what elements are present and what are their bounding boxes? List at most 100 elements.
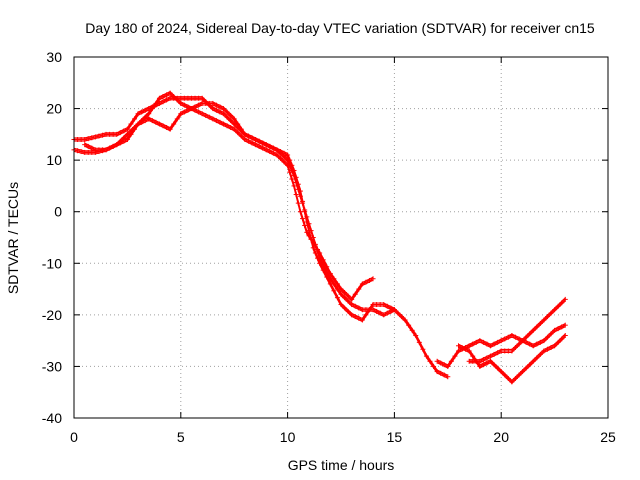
series-track-line [73,109,374,302]
series-track-line [84,92,395,321]
data-point-marker [242,131,248,137]
data-point-marker [342,295,348,301]
data-point-marker [85,143,91,149]
data-point-marker [185,104,191,110]
data-point-marker [413,332,419,338]
data-point-marker [409,327,415,333]
data-point-marker [342,290,348,296]
data-point-marker [555,339,561,345]
data-point-marker [231,126,237,132]
data-point-marker [78,149,84,155]
data-point-marker [548,310,554,316]
data-point-marker [304,219,310,225]
series-sat-track-c [82,90,397,323]
data-point-marker [277,149,283,155]
data-point-marker [559,300,565,306]
data-point-marker [103,147,109,153]
data-point-marker [559,324,565,330]
data-point-marker [270,145,276,151]
data-point-marker [523,334,529,340]
data-point-marker [167,126,173,132]
data-point-marker [448,358,454,364]
data-point-marker [153,100,159,106]
data-point-marker [315,255,321,261]
data-point-marker [142,114,148,120]
data-point-marker [210,116,216,122]
data-point-marker [491,351,497,357]
data-point-marker [534,355,540,361]
data-point-marker [488,358,494,364]
data-point-marker [327,271,333,277]
data-point-marker [470,353,476,359]
data-point-marker [235,121,241,127]
data-point-marker [167,90,173,96]
data-point-marker [384,303,390,309]
x-tick-label: 15 [387,429,403,445]
data-point-marker [534,324,540,330]
data-point-marker [491,362,497,368]
data-point-marker [470,341,476,347]
data-point-marker [356,305,362,311]
data-point-marker [287,169,293,175]
data-point-marker [356,315,362,321]
data-point-marker [484,355,490,361]
data-point-marker [235,130,241,136]
data-point-marker [99,132,105,138]
data-point-marker [544,314,550,320]
data-point-marker [334,295,340,301]
axis-ticks [73,56,609,419]
data-point-marker [295,181,301,187]
data-point-marker [320,267,326,273]
series-sat-track-f [455,332,568,385]
data-point-marker [96,133,102,139]
data-point-marker [342,305,348,311]
data-point-marker [160,99,166,105]
data-point-marker [156,121,162,127]
data-point-marker [164,124,170,130]
data-point-marker [495,350,501,356]
data-point-marker [552,327,558,333]
data-point-marker [317,260,323,266]
data-point-marker [293,174,299,180]
data-point-marker [356,286,362,292]
data-point-marker [320,257,326,263]
data-point-marker [188,106,194,112]
data-point-marker [562,332,568,338]
data-point-marker [434,358,440,364]
data-point-marker [473,339,479,345]
data-point-marker [324,264,330,270]
plot-area-frame [73,56,609,419]
data-point-marker [121,138,127,144]
data-point-marker [399,314,405,320]
data-point-marker [213,118,219,124]
data-point-marker [495,339,501,345]
data-point-marker [441,362,447,368]
data-point-marker [256,138,262,144]
data-point-marker [527,331,533,337]
data-point-marker [267,149,273,155]
data-point-marker [331,288,337,294]
data-point-marker [110,143,116,149]
data-point-marker [238,133,244,139]
data-point-marker [291,167,297,173]
data-point-marker [249,135,255,141]
data-point-marker [366,307,372,313]
data-point-marker [128,131,134,137]
data-point-marker [537,320,543,326]
data-point-marker [146,116,152,122]
data-point-marker [370,276,376,282]
data-point-marker [423,353,429,359]
data-point-marker [509,332,515,338]
data-point-marker [537,351,543,357]
data-point-marker [300,198,306,204]
y-tick-label: 10 [46,152,62,168]
data-point-marker [555,303,561,309]
data-point-marker [117,130,123,136]
data-point-marker [178,100,184,106]
data-point-marker [498,338,504,344]
x-axis-label: GPS time / hours [288,457,395,473]
data-point-marker [480,357,486,363]
data-point-marker [224,114,230,120]
data-point-marker [206,114,212,120]
data-point-marker [455,348,461,354]
